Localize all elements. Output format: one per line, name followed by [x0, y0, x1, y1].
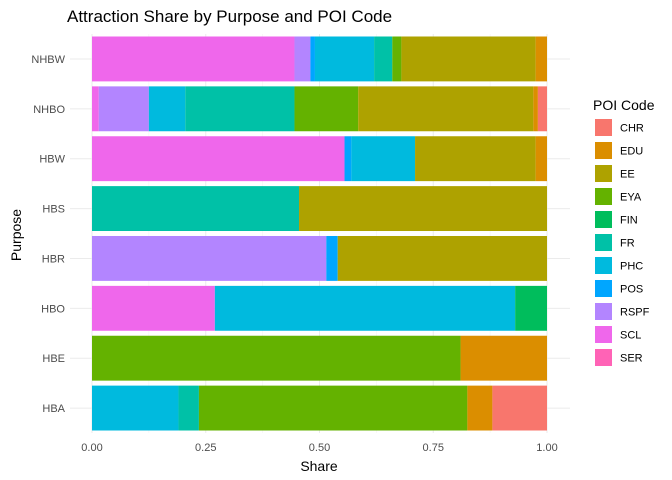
- bar-hbs: [92, 186, 547, 232]
- legend-key-rspf: [595, 303, 612, 320]
- x-tick-labels: 0.00 0.25 0.50 0.75 1.00: [81, 442, 557, 454]
- legend-label-eya: EYA: [620, 192, 642, 204]
- x-tick-label: 0.00: [81, 442, 102, 454]
- bar-segment-hbr-ee: [337, 235, 547, 281]
- legend-label-edu: EDU: [620, 146, 643, 158]
- bar-segment-nhbw-pos: [310, 36, 315, 82]
- legend-key-phc: [595, 257, 612, 274]
- x-tick-label: 1.00: [536, 442, 557, 454]
- bar-segment-nhbw-fr: [374, 36, 393, 82]
- bar-segment-nhbo-chr: [537, 86, 547, 132]
- bar-segment-hbw-edu: [535, 136, 547, 182]
- x-tick-label: 0.50: [309, 442, 330, 454]
- y-tick-label: HBW: [39, 154, 65, 166]
- y-tick-label: NHBO: [33, 104, 65, 116]
- bar-segment-hbo-fin: [515, 285, 547, 331]
- bars-layer: [92, 36, 547, 431]
- bar-segment-hbe-edu: [460, 335, 547, 381]
- legend-label-pos: POS: [620, 284, 643, 296]
- x-tick-label: 0.75: [423, 442, 444, 454]
- legend-label-ee: EE: [620, 169, 635, 181]
- bar-segment-hbe-eya: [92, 335, 461, 381]
- bar-segment-hbw-pos: [344, 136, 352, 182]
- legend-key-fr: [595, 234, 612, 251]
- legend-label-ser: SER: [620, 353, 643, 365]
- y-tick-label: HBO: [41, 303, 65, 315]
- y-tick-label: HBS: [42, 204, 65, 216]
- bar-segment-nhbw-scl: [92, 36, 295, 82]
- bar-segment-hbr-pos: [326, 235, 338, 281]
- bar-segment-nhbw-edu: [535, 36, 547, 82]
- legend-label-fin: FIN: [620, 215, 638, 227]
- y-tick-label: HBA: [42, 403, 65, 415]
- legend-key-scl: [595, 326, 612, 343]
- bar-hbe: [92, 335, 547, 381]
- bar-segment-nhbw-phc: [314, 36, 375, 82]
- legend-title: POI Code: [593, 97, 655, 113]
- bar-segment-hbs-ee: [299, 186, 547, 232]
- legend-key-fin: [595, 211, 612, 228]
- bar-segment-nhbo-ee: [358, 86, 534, 132]
- y-axis-title: Purpose: [8, 209, 24, 261]
- legend-key-chr: [595, 119, 612, 136]
- legend-label-rspf: RSPF: [620, 307, 650, 319]
- legend-key-ser: [595, 349, 612, 366]
- legend-label-fr: FR: [620, 238, 635, 250]
- legend: POI Code CHR EDU EE EYA FIN FR PHC POS RSPF SCL SE…: [593, 97, 655, 366]
- bar-segment-nhbo-eya: [294, 86, 359, 132]
- bar-segment-hbr-rspf: [92, 235, 327, 281]
- legend-label-phc: PHC: [620, 261, 643, 273]
- y-tick-label: NHBW: [31, 54, 65, 66]
- bar-segment-nhbw-rspf: [294, 36, 311, 82]
- bar-segment-hba-chr: [492, 385, 547, 431]
- bar-segment-hbo-scl: [92, 285, 215, 331]
- chart-title: Attraction Share by Purpose and POI Code: [67, 7, 392, 26]
- y-tick-label: HBR: [42, 253, 65, 265]
- bar-segment-nhbo-fr: [185, 86, 295, 132]
- bar-nhbo: [92, 86, 547, 132]
- legend-key-edu: [595, 142, 612, 159]
- legend-key-eya: [595, 188, 612, 205]
- bar-segment-hbw-scl: [92, 136, 345, 182]
- bar-segment-hbw-phc: [351, 136, 416, 182]
- bar-segment-hba-fr: [178, 385, 199, 431]
- bar-segment-hba-phc: [92, 385, 179, 431]
- bar-hbo: [92, 285, 547, 331]
- legend-label-scl: SCL: [620, 330, 641, 342]
- bar-segment-nhbo-edu: [533, 86, 538, 132]
- legend-label-chr: CHR: [620, 123, 644, 135]
- bar-segment-nhbw-ee: [401, 36, 536, 82]
- legend-key-pos: [595, 280, 612, 297]
- y-tick-labels: NHBW NHBO HBW HBS HBR HBO HBE HBA: [31, 54, 65, 415]
- bar-hbr: [92, 235, 547, 281]
- bar-hbw: [92, 136, 547, 182]
- bar-segment-nhbo-scl: [92, 86, 99, 132]
- bar-segment-nhbo-phc: [148, 86, 186, 132]
- bar-segment-hbw-ee: [415, 136, 536, 182]
- x-axis-title: Share: [300, 458, 338, 474]
- bar-nhbw: [92, 36, 547, 82]
- x-tick-label: 0.25: [195, 442, 216, 454]
- legend-key-ee: [595, 165, 612, 182]
- bar-segment-hba-edu: [467, 385, 493, 431]
- bar-segment-hba-eya: [198, 385, 468, 431]
- bar-segment-hbo-phc: [214, 285, 516, 331]
- bar-segment-nhbo-rspf: [98, 86, 149, 132]
- bar-segment-hbs-fr: [92, 186, 300, 232]
- bar-segment-nhbw-eya: [392, 36, 402, 82]
- y-tick-label: HBE: [42, 353, 65, 365]
- bar-hba: [92, 385, 547, 431]
